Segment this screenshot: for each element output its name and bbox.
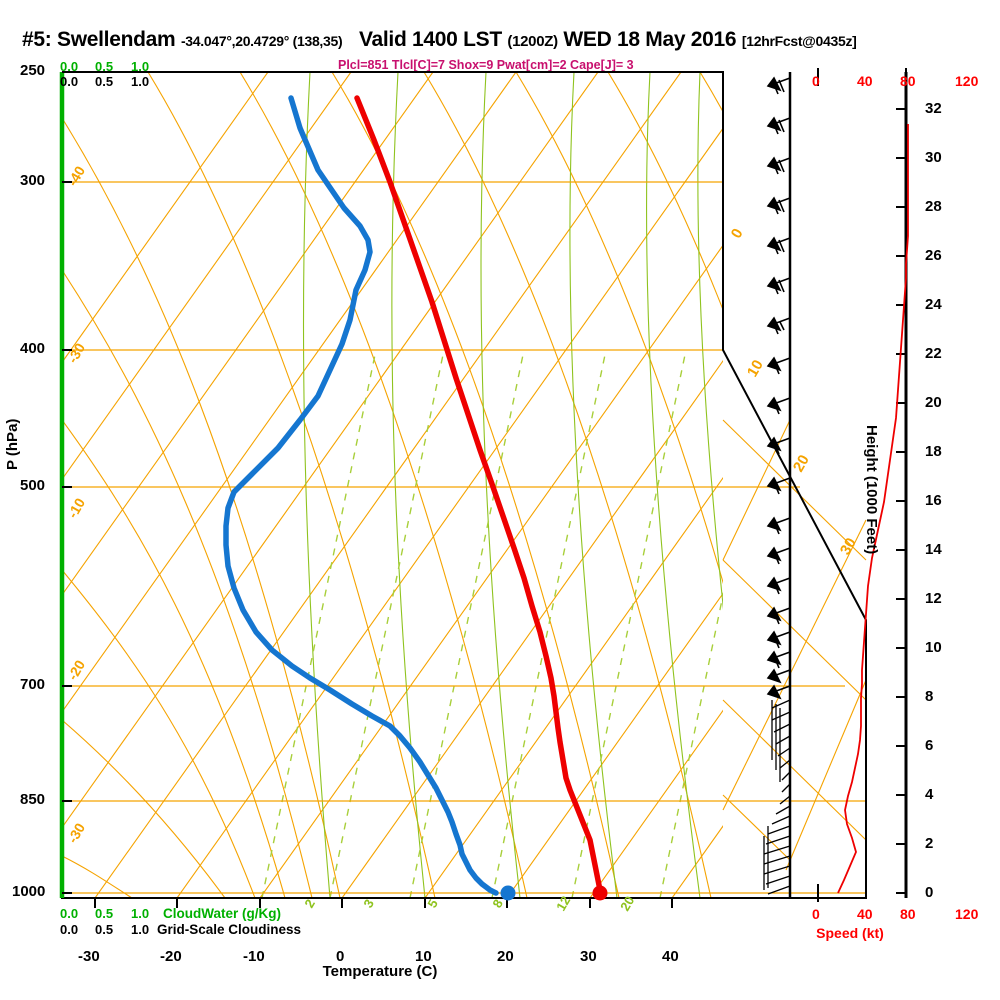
bottom-cloudiness-tick-2: 1.0	[131, 922, 150, 937]
height-tick-30: 30	[925, 149, 942, 166]
valid-time: Valid 1400 LST	[358, 28, 502, 51]
bottom-cloudiness-tick-1: 0.5	[95, 922, 114, 937]
height-tick-0: 0	[925, 884, 934, 901]
height-tick-20: 20	[925, 394, 942, 411]
speed-tick-80-top: 80	[900, 73, 916, 89]
speed-tick-80-bot: 80	[900, 906, 916, 922]
height-axis-label: Height (1000 Feet)	[863, 425, 880, 555]
cloudwater-axis-label: CloudWater (g/Kg)	[163, 906, 281, 921]
temp-tick-0: 0	[336, 948, 345, 965]
pressure-label-300: 300	[20, 172, 46, 189]
speed-tick-120-bot: 120	[955, 906, 979, 922]
surface-dewpoint-marker	[500, 885, 516, 901]
temp-tick-30: 30	[580, 948, 597, 965]
bottom-cloudwater-tick-0: 0.0	[60, 906, 79, 921]
cloudiness-axis-label: Grid-Scale Cloudiness	[157, 922, 302, 937]
top-cloudiness-tick-2: 1.0	[131, 74, 150, 89]
mixing-ratio-lines	[261, 349, 723, 898]
top-cloudwater-tick-1: 0.5	[95, 59, 114, 74]
bottom-cloudwater-tick-1: 0.5	[95, 906, 114, 921]
station-id: #5:	[22, 28, 52, 51]
wind-speed-curve	[837, 124, 909, 894]
height-tick-2: 2	[925, 835, 934, 852]
station-name: Swellendam	[57, 28, 176, 51]
isobar-lines	[62, 181, 723, 894]
wind-barbs	[766, 76, 791, 700]
height-tick-16: 16	[925, 492, 942, 509]
height-tick-8: 8	[925, 688, 934, 705]
temp-tick--30: -30	[78, 948, 100, 965]
dewpoint-curve	[223, 95, 499, 896]
temperature-axis-label: Temperature (C)	[322, 963, 438, 980]
speed-axis-label: Speed (kt)	[816, 925, 884, 941]
height-tick-14: 14	[925, 541, 942, 558]
pressure-label-850: 850	[20, 791, 46, 808]
height-tick-26: 26	[925, 247, 942, 264]
height-tick-28: 28	[925, 198, 942, 215]
skewt-grid	[62, 72, 723, 898]
bottom-cloudiness-tick-0: 0.0	[60, 922, 79, 937]
pressure-label-400: 400	[20, 340, 46, 357]
temp-tick-40: 40	[662, 948, 679, 965]
speed-tick-120-top: 120	[955, 73, 979, 89]
bottom-cloudwater-tick-2: 1.0	[131, 906, 150, 921]
top-cloudwater-tick-0: 0.0	[60, 59, 79, 74]
temperature-curve	[354, 95, 603, 893]
pressure-label-250: 250	[20, 62, 46, 79]
height-tick-10: 10	[925, 639, 942, 656]
isotherm-lines	[62, 72, 723, 898]
height-tick-24: 24	[925, 296, 942, 313]
temp-tick--10: -10	[243, 948, 265, 965]
valid-date: WED 18 May 2016	[563, 28, 737, 51]
surface-temperature-marker	[592, 885, 608, 901]
speed-tick-40-bot: 40	[857, 906, 873, 922]
adiabat-extension-lines	[722, 419, 867, 871]
pressure-label-700: 700	[20, 676, 46, 693]
pressure-label-1000: 1000	[12, 883, 46, 900]
speed-tick-0-top: 0	[812, 73, 820, 89]
top-cloudiness-tick-1: 0.5	[95, 74, 114, 89]
temperature-ticks	[94, 898, 673, 908]
page-title: #5: Swellendam -34.047°,20.4729° (138,35…	[22, 28, 857, 52]
pressure-label-500: 500	[20, 477, 46, 494]
height-tick-18: 18	[925, 443, 942, 460]
valid-time-z: (1200Z)	[507, 33, 558, 50]
dry-adiabat-lines	[62, 72, 723, 898]
height-tick-12: 12	[925, 590, 942, 607]
saturated-adiabat-lines	[302, 72, 723, 898]
top-cloudiness-tick-0: 0.0	[60, 74, 79, 89]
height-tick-6: 6	[925, 737, 934, 754]
stability-indices: Plcl=851 Tlcl[C]=7 Shox=9 Pwat[cm]=2 Cap…	[338, 58, 634, 72]
height-tick-4: 4	[925, 786, 934, 803]
station-coords: -34.047°,20.4729° (138,35)	[180, 33, 343, 49]
wind-barbs-surface	[763, 699, 791, 895]
speed-tick-40-top: 40	[857, 73, 873, 89]
height-tick-32: 32	[925, 100, 942, 117]
speed-axis-ticks	[817, 68, 907, 902]
speed-tick-0-bot: 0	[812, 906, 820, 922]
pressure-axis-label: P (hPa)	[4, 418, 21, 470]
temp-tick-10: 10	[415, 948, 432, 965]
pressure-ticks	[62, 71, 72, 894]
temp-tick--20: -20	[160, 948, 182, 965]
temp-tick-20: 20	[497, 948, 514, 965]
height-tick-22: 22	[925, 345, 942, 362]
height-ticks	[896, 108, 906, 894]
top-cloudwater-tick-2: 1.0	[131, 59, 150, 74]
forecast-tag: [12hrFcst@0435z]	[741, 33, 857, 49]
